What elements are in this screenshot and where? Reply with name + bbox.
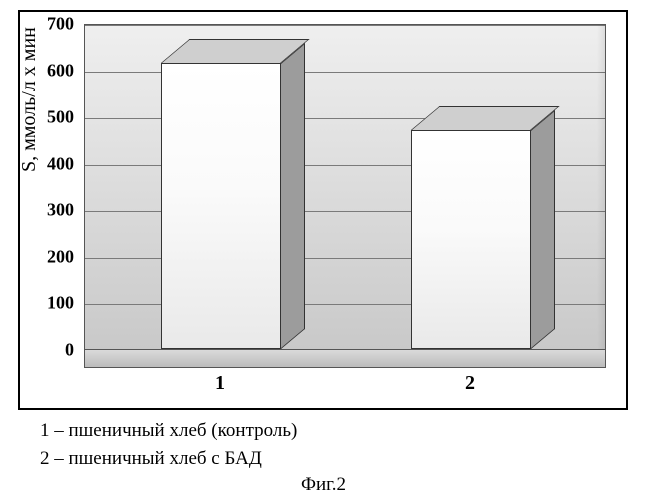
y-tick-label: 100: [26, 293, 74, 314]
figure-caption: Фиг.2: [0, 474, 647, 496]
bar-side: [531, 110, 555, 349]
y-tick-label: 400: [26, 153, 74, 174]
bar-2: [411, 106, 555, 349]
y-tick-label: 300: [26, 200, 74, 221]
bar-front: [411, 130, 531, 349]
plot-area: [84, 24, 606, 350]
x-tick-label: 2: [465, 372, 475, 395]
y-tick-label: 200: [26, 246, 74, 267]
y-axis-label: S, ммоль/л х мин: [18, 27, 41, 172]
y-tick-label: 0: [26, 340, 74, 361]
bar-1: [161, 39, 305, 349]
x-tick-label: 1: [215, 372, 225, 395]
gridline: [85, 25, 605, 26]
y-tick-label: 600: [26, 60, 74, 81]
plot-floor: [84, 350, 606, 368]
bar-front: [161, 63, 281, 349]
legend-item-1: 1 – пшеничный хлеб (контроль): [40, 420, 297, 442]
y-tick-label: 700: [26, 14, 74, 35]
y-tick-label: 500: [26, 107, 74, 128]
legend-item-2: 2 – пшеничный хлеб с БАД: [40, 448, 262, 470]
bar-side: [281, 42, 305, 349]
chart-frame: S, ммоль/л х мин 0 100 200 300 400 500 6…: [18, 10, 628, 410]
